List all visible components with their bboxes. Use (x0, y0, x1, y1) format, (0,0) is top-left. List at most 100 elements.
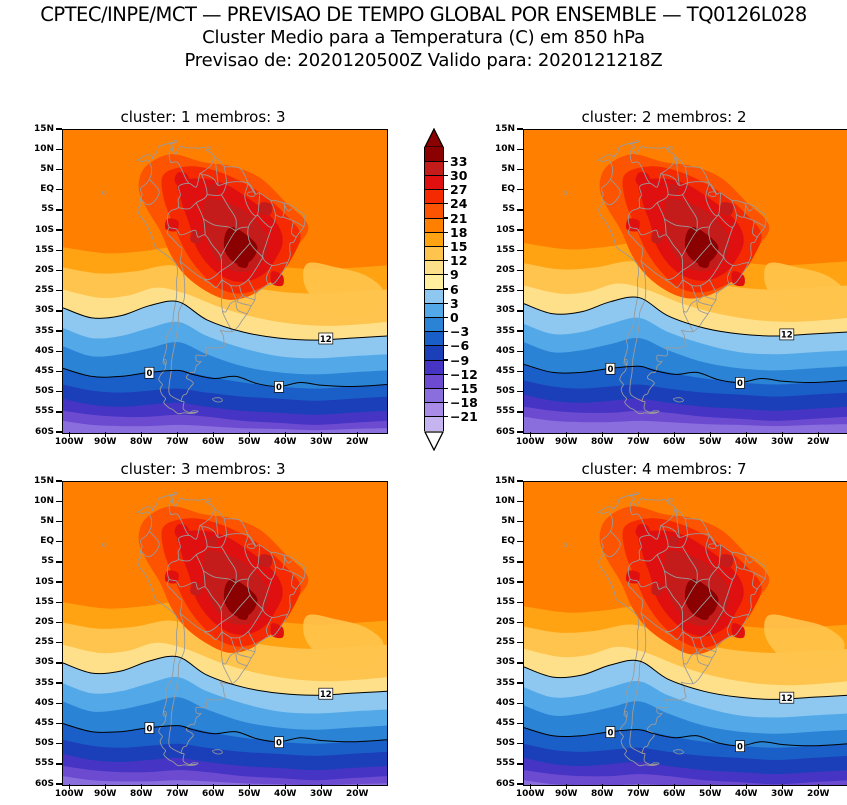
y-axis-label: 25S (34, 637, 54, 648)
colorbar-tick (444, 387, 448, 389)
y-tick-mark (56, 391, 62, 393)
x-tick-mark (212, 784, 214, 789)
y-tick-mark (56, 763, 62, 765)
svg-text:0: 0 (737, 379, 743, 389)
y-tick-mark (56, 229, 62, 231)
colorbar-cell (424, 345, 444, 360)
header-line-variable: Cluster Medio para a Temperatura (C) em … (202, 27, 645, 48)
y-tick-mark (517, 601, 523, 603)
colorbar-tick (444, 245, 448, 247)
y-tick-mark (517, 520, 523, 523)
x-tick-mark (673, 432, 675, 437)
y-axis-label: 30S (495, 657, 515, 668)
y-axis-label: 5S (502, 204, 515, 215)
colorbar-label: −6 (450, 338, 470, 354)
x-tick-mark (745, 784, 747, 789)
colorbar-separator (424, 160, 444, 162)
x-tick-mark (709, 432, 711, 437)
x-axis-label: 70W (626, 437, 650, 447)
y-axis-label: 5N (501, 163, 515, 174)
colorbar-cell (424, 189, 444, 204)
colorbar-cell (424, 303, 444, 318)
colorbar-separator (424, 274, 444, 276)
y-tick-mark (56, 128, 62, 130)
colorbar-separator (424, 316, 444, 318)
y-tick-mark (517, 500, 523, 502)
y-axis-label: 15N (33, 475, 54, 486)
y-axis-label: 15S (495, 596, 515, 607)
y-tick-mark (56, 168, 62, 171)
svg-text:12: 12 (320, 690, 332, 700)
y-tick-mark (517, 763, 523, 765)
colorbar-cell (424, 232, 444, 247)
y-axis-label: 35S (495, 325, 515, 336)
y-axis-label: 30S (495, 305, 515, 316)
y-axis-label: 10S (34, 224, 54, 235)
colorbar-cell (424, 175, 444, 190)
x-tick-mark (176, 432, 178, 437)
colorbar-cell (424, 274, 444, 289)
x-tick-mark (320, 432, 322, 437)
colorbar-cell (424, 317, 444, 332)
y-axis-label: 5S (41, 556, 54, 567)
x-tick-mark (68, 784, 70, 789)
colorbar-label: 9 (450, 267, 459, 283)
y-tick-mark (56, 370, 62, 373)
x-tick-mark (320, 784, 322, 789)
panel-cluster-3: cluster: 3 membros: 3 12 0 0 15N 10N 5N EQ 5S 10… (18, 460, 388, 805)
colorbar-label: 18 (450, 224, 468, 240)
y-tick-mark (517, 480, 523, 482)
x-axis-label: 40W (734, 789, 758, 799)
panel-title-cluster-2: cluster: 2 membros: 2 (581, 108, 747, 126)
y-tick-mark (56, 310, 62, 312)
x-axis-label: 80W (590, 789, 614, 799)
y-tick-mark (56, 189, 62, 191)
y-axis-label: 30S (34, 657, 54, 668)
y-tick-mark (56, 783, 62, 785)
x-axis-label: 90W (93, 437, 117, 447)
y-tick-mark (517, 209, 523, 211)
x-tick-mark (248, 784, 250, 789)
y-axis-label: 5S (502, 556, 515, 567)
x-axis-label: 40W (273, 789, 297, 799)
colorbar-tick (444, 316, 448, 318)
x-tick-mark (140, 784, 142, 789)
colorbar-cell (424, 203, 444, 218)
y-axis-label: 40S (34, 345, 54, 356)
colorbar: 33 30 27 24 21 18 15 12 9 6 3 0 −3 −6 −9 −12 −15 −18 −21 (423, 127, 484, 452)
colorbar-bottom-arrow (423, 431, 445, 455)
x-tick-mark (284, 432, 286, 437)
x-axis-label: 20W (806, 437, 830, 447)
y-tick-mark (56, 411, 62, 413)
x-axis-label: 100W (515, 437, 545, 447)
page-header: CPTEC/INPE/MCT — PREVISAO DE TEMPO GLOBA… (0, 0, 847, 72)
colorbar-label: 0 (450, 309, 459, 325)
x-axis-label: 90W (554, 437, 578, 447)
colorbar-tick (444, 217, 448, 219)
y-tick-mark (517, 722, 523, 725)
x-axis-label: 30W (309, 437, 333, 447)
svg-text:0: 0 (276, 383, 282, 393)
x-tick-mark (781, 784, 783, 789)
y-tick-mark (56, 431, 62, 433)
y-axis-label: 25S (495, 285, 515, 296)
x-axis-label: 50W (237, 437, 261, 447)
y-axis-label: 55S (495, 758, 515, 769)
x-tick-mark (637, 784, 639, 789)
y-axis-label: 55S (34, 758, 54, 769)
y-axis-label: 45S (34, 365, 54, 376)
y-tick-mark (517, 310, 523, 312)
y-axis-label: 5N (40, 163, 54, 174)
colorbar-label: 3 (450, 295, 459, 311)
colorbar-label: −3 (450, 324, 470, 340)
colorbar-label: 15 (450, 238, 468, 254)
y-tick-mark (56, 561, 62, 563)
y-tick-mark (56, 148, 62, 150)
colorbar-separator (424, 373, 444, 375)
y-axis-label: 50S (495, 738, 515, 749)
colorbar-cell (424, 289, 444, 304)
panel-cluster-1: cluster: 1 membros: 3 12 0 0 15N 10N 5N EQ 5S 10… (18, 108, 388, 453)
y-axis-label: 15N (494, 123, 515, 134)
y-tick-mark (517, 229, 523, 231)
x-tick-mark (248, 432, 250, 437)
